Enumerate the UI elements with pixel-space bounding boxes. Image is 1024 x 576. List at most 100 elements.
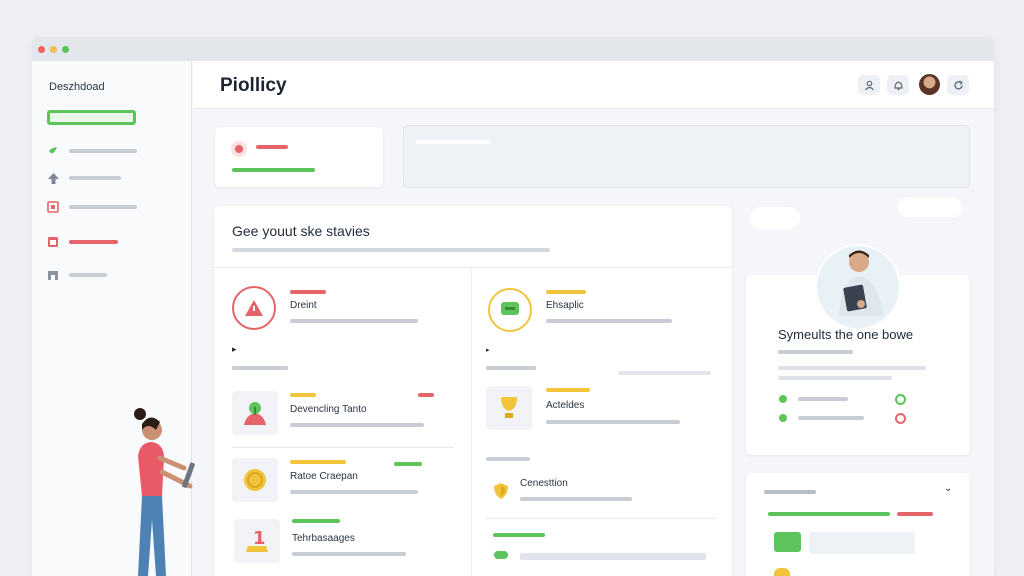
item-bar <box>486 366 536 370</box>
sidebar-item-bar <box>69 205 137 209</box>
svg-text:1: 1 <box>253 528 266 549</box>
caret-right-icon[interactable]: ▸ <box>232 344 237 354</box>
column-divider <box>471 268 472 576</box>
leaf-icon <box>46 144 60 158</box>
item-accent-bar <box>546 388 590 392</box>
sidebar-item-1[interactable] <box>46 142 186 160</box>
toggle-on-icon[interactable] <box>895 394 906 405</box>
avatar[interactable] <box>919 74 940 95</box>
list-item[interactable]: Ehsaplic <box>488 288 672 332</box>
sidebar-item-3[interactable] <box>46 198 186 216</box>
list-item-label: Ratoe Craepan <box>290 471 358 482</box>
profile-bar <box>778 366 926 370</box>
store-icon <box>46 268 60 282</box>
profile-bar <box>798 416 864 420</box>
item-desc-bar <box>290 319 418 323</box>
item-desc-bar <box>292 552 406 556</box>
chat-icon <box>488 288 532 332</box>
sidebar-item-2[interactable] <box>46 169 186 187</box>
placeholder-card <box>403 125 970 188</box>
item-desc-bar <box>290 423 424 427</box>
summary-card[interactable] <box>215 127 383 187</box>
item-divider <box>486 518 716 519</box>
item-desc-bar <box>520 497 632 501</box>
list-item[interactable]: Ratoe Craepan <box>232 458 418 502</box>
profile-card-title: Symeults the one bowe <box>778 327 914 342</box>
sidebar-active-item[interactable] <box>47 110 136 125</box>
coin-icon <box>232 458 278 502</box>
sidebar-item-bar <box>69 240 118 244</box>
yellow-tile-icon <box>774 568 790 576</box>
list-item-label: Dreint <box>290 300 317 311</box>
item-desc-bar <box>520 553 706 560</box>
minimize-window-button[interactable] <box>50 45 57 53</box>
list-item[interactable]: Dreint <box>232 286 418 330</box>
plant-icon <box>232 391 278 435</box>
section-title: Gee youut ske stavies <box>232 223 370 239</box>
sidebar-title: Deszhdoad <box>49 81 105 93</box>
section-subtitle-bar <box>232 248 550 252</box>
profile-illustration <box>815 244 901 330</box>
list-item-label: Devencling Tanto <box>290 404 367 415</box>
list-item[interactable]: Cenesttion <box>486 476 632 506</box>
list-item-label: Tehrbasaages <box>292 533 355 544</box>
sidebar: Deszhdoad <box>32 61 192 576</box>
item-accent-bar <box>493 533 545 537</box>
list-item-label: Ehsaplic <box>546 300 584 311</box>
toggle-off-icon[interactable] <box>895 413 906 424</box>
item-desc-bar <box>546 319 672 323</box>
list-item[interactable]: Acteldes <box>486 386 680 430</box>
bottom-card-progress <box>897 512 933 516</box>
green-tile-icon <box>774 532 801 552</box>
cloud-decoration <box>750 207 800 229</box>
arrow-up-icon <box>46 171 60 185</box>
item-tag-bar <box>394 462 422 466</box>
list-item-label: Cenesttion <box>520 478 568 489</box>
cloud-decoration <box>898 197 962 217</box>
list-item-label: Acteldes <box>546 400 585 411</box>
chevron-down-icon[interactable]: ⌄ <box>944 483 953 494</box>
summary-bar <box>256 145 288 149</box>
top-header: Piollicy <box>193 61 994 109</box>
bottom-card-title-bar <box>764 490 816 494</box>
item-accent-bar <box>292 519 340 523</box>
status-dot-icon <box>779 414 787 422</box>
maximize-window-button[interactable] <box>62 45 69 53</box>
alert-dot-icon <box>231 141 247 157</box>
trophy-icon <box>486 386 532 430</box>
item-desc-bar <box>546 420 680 424</box>
calendar-icon <box>46 235 60 249</box>
item-bar <box>618 371 711 375</box>
section-divider <box>214 267 732 268</box>
number-one-icon: 1 <box>234 519 280 563</box>
close-window-button[interactable] <box>38 45 45 53</box>
item-tag-bar <box>418 393 434 397</box>
app-title: Piollicy <box>220 75 287 96</box>
window-titlebar <box>32 37 994 61</box>
alert-icon <box>232 286 276 330</box>
item-divider <box>232 447 454 448</box>
shield-icon <box>486 476 516 506</box>
toggle-icon[interactable] <box>494 551 508 559</box>
sidebar-item-bar <box>69 149 137 153</box>
item-bar <box>486 457 530 461</box>
sidebar-item-bar <box>69 176 121 180</box>
caret-right-icon[interactable]: ▸ <box>486 347 490 354</box>
user-icon[interactable] <box>858 75 880 95</box>
document-icon <box>46 200 60 214</box>
woman-illustration <box>120 400 210 576</box>
bottom-card-progress <box>768 512 890 516</box>
profile-bar <box>798 397 848 401</box>
refresh-icon[interactable] <box>947 75 969 95</box>
item-accent-bar <box>546 290 586 294</box>
sidebar-item-4[interactable] <box>46 233 186 251</box>
bell-icon[interactable] <box>887 75 909 95</box>
list-item[interactable]: Devencling Tanto <box>232 391 424 435</box>
list-item[interactable]: 1 Tehrbasaages <box>234 519 406 563</box>
sidebar-item-5[interactable] <box>46 266 186 284</box>
item-accent-bar <box>290 393 316 397</box>
bottom-card-field[interactable] <box>809 532 915 554</box>
main-area: Piollicy Gee youut ske stav <box>193 61 994 576</box>
placeholder-bar <box>416 140 491 144</box>
status-dot-icon <box>779 395 787 403</box>
